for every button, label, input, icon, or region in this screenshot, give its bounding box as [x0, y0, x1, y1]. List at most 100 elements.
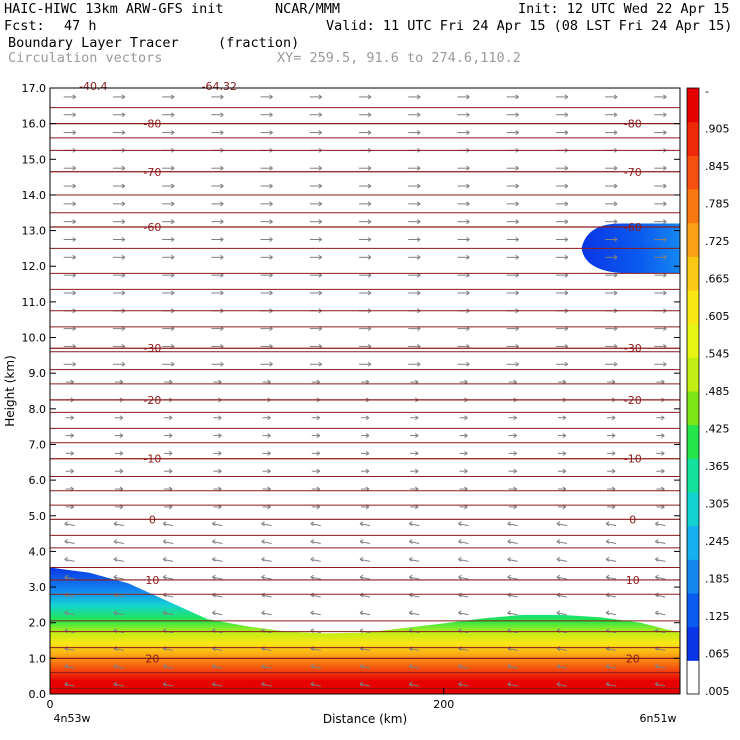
circulation-vector-head [310, 539, 315, 544]
circulation-vector [64, 558, 75, 562]
colorbar-segment [687, 121, 699, 156]
circulation-vector-head [515, 237, 519, 242]
circulation-vector [64, 683, 75, 687]
circulation-vector [458, 558, 469, 562]
circulation-vector-head [466, 237, 470, 242]
circulation-vector-head [359, 521, 364, 527]
circulation-vector-head [162, 556, 167, 562]
circulation-vector-head [663, 183, 667, 189]
circulation-vector-head [564, 290, 569, 296]
circulation-vector-head [212, 663, 216, 669]
circulation-vector-head [212, 539, 216, 544]
circulation-vector-head [212, 521, 216, 527]
temperature-contour-label: -70 [143, 166, 161, 179]
circulation-vector [655, 683, 666, 687]
circulation-vector [310, 683, 321, 687]
circulation-vector-head [562, 468, 567, 474]
circulation-vector-head [515, 201, 519, 207]
circulation-vector [113, 523, 125, 527]
circulation-vector [261, 612, 272, 616]
circulation-vector-head [466, 94, 470, 100]
circulation-vector [310, 523, 321, 527]
y-tick-label: 0.0 [29, 688, 47, 701]
circulation-vector [605, 647, 617, 651]
circulation-vector-head [168, 450, 173, 456]
circulation-vector-head [466, 219, 470, 225]
circulation-vector-head [72, 112, 76, 118]
circulation-vector [163, 647, 174, 651]
circulation-vector-head [162, 610, 167, 616]
circulation-vector-head [611, 433, 616, 438]
circulation-vector [261, 541, 272, 544]
circulation-vector-head [416, 237, 421, 242]
circulation-vector [163, 612, 174, 616]
circulation-vector-head [269, 183, 273, 189]
circulation-vector-head [168, 415, 173, 421]
circulation-vector-head [316, 468, 321, 474]
circulation-vector-head [359, 610, 364, 616]
circulation-vector-head [70, 433, 74, 438]
fcst-label: Fcst: [4, 18, 45, 34]
circulation-vector [359, 523, 371, 527]
colorbar-segment [687, 593, 699, 628]
circulation-vector-head [515, 361, 519, 367]
circulation-vector-head [365, 468, 370, 474]
circulation-vector-head [464, 450, 468, 456]
colorbar-segment [687, 290, 699, 325]
y-tick-label: 10.0 [22, 332, 47, 345]
circulation-vector-head [220, 254, 224, 260]
circulation-vector-head [269, 130, 273, 135]
colorbar-label: .365 [705, 460, 730, 473]
circulation-vector-head [564, 219, 569, 225]
circulation-vector-head [367, 165, 372, 171]
circulation-vector-head [367, 183, 372, 189]
temperature-contour-label: 0 [149, 513, 156, 526]
circulation-vector-head [564, 361, 569, 367]
circulation-vector [261, 647, 272, 651]
colorbar-segment [687, 88, 699, 123]
circulation-vector-head [458, 521, 462, 527]
circulation-vector [458, 594, 469, 598]
temperature-contour-label: -30 [143, 342, 161, 355]
circulation-vector-head [220, 201, 224, 207]
circulation-vector-head [507, 610, 511, 616]
circulation-vector-head [220, 130, 224, 135]
circulation-vector-head [655, 663, 659, 669]
circulation-vector-head [416, 219, 421, 225]
y-tick-label: 6.0 [29, 474, 47, 487]
circulation-vector [556, 683, 567, 687]
circulation-vector [507, 665, 518, 669]
circulation-vector-head [408, 574, 413, 580]
circulation-vector-head [564, 201, 569, 207]
circulation-vector [507, 541, 518, 544]
circulation-vector-head [269, 201, 273, 207]
circulation-vector-head [611, 468, 616, 474]
circulation-vector [261, 523, 272, 527]
circulation-vector [310, 541, 321, 544]
circulation-vector-head [515, 183, 519, 189]
circulation-vector-head [365, 433, 370, 438]
circulation-vector [409, 683, 420, 687]
circulation-vector-head [613, 94, 618, 100]
circulation-vector-head [408, 556, 413, 562]
circulation-vector-head [220, 237, 224, 242]
colorbar: - .905 .845 .785 .725 .665 .605 .545 .485 .425 .36… [686, 85, 730, 698]
circulation-vector-head [119, 468, 124, 474]
circulation-vector-head [416, 201, 421, 207]
circulation-vector-head [507, 574, 511, 580]
circulation-vector [163, 665, 174, 669]
circulation-vector [556, 612, 567, 616]
vectors-label: Circulation vectors [8, 50, 163, 66]
circulation-vector [113, 665, 125, 669]
circulation-vector [113, 594, 125, 598]
circulation-vector-head [170, 361, 175, 367]
circulation-vector-head [458, 539, 462, 544]
x-axis-title: Distance (km) [323, 712, 407, 726]
circulation-vector-head [267, 468, 271, 474]
circulation-vector [458, 612, 469, 616]
circulation-vector-head [359, 539, 364, 544]
circulation-vector-head [318, 219, 323, 225]
circulation-vector-head [318, 254, 323, 260]
circulation-vector-head [121, 219, 126, 225]
circulation-vector-head [359, 681, 364, 687]
